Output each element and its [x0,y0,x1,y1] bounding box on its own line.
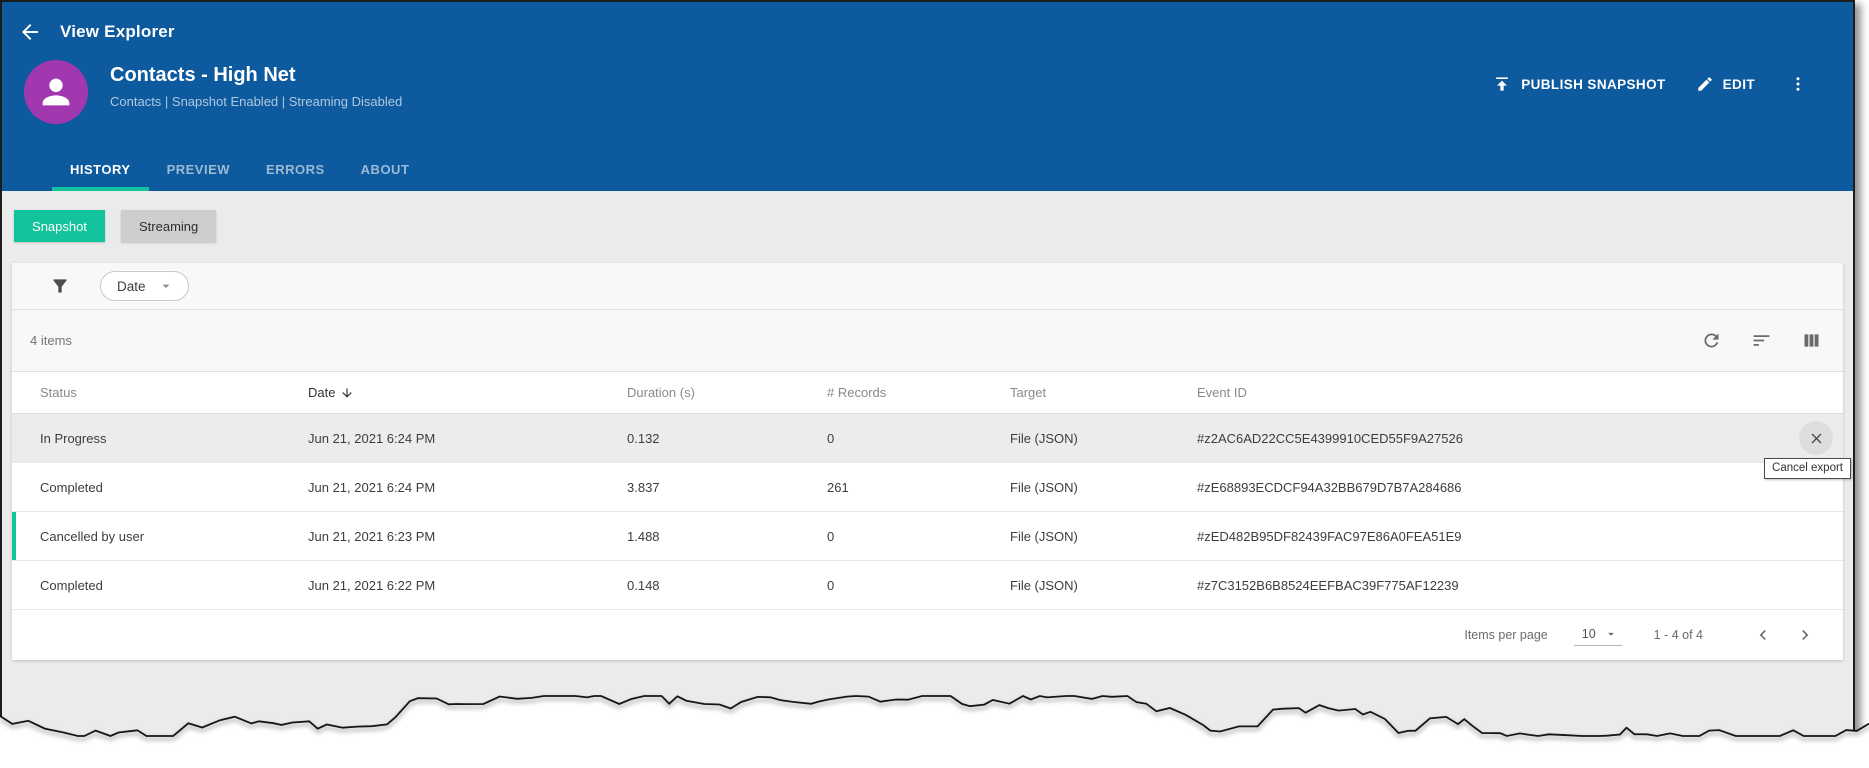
person-icon [42,78,70,106]
next-page-button[interactable] [1791,621,1819,649]
view-subtitle: Contacts | Snapshot Enabled | Streaming … [110,94,403,109]
app-title: View Explorer [60,22,175,41]
row-status: Completed [40,577,103,593]
edit-button[interactable]: EDIT [1686,69,1765,99]
row-date: Jun 21, 2021 6:22 PM [308,577,436,593]
table-body: In Progress Jun 21, 2021 6:24 PM 0.132 0… [12,414,1843,610]
table-tools [1699,329,1823,353]
items-count: 4 items [30,333,72,348]
table-row[interactable]: Cancelled by user Jun 21, 2021 6:23 PM 1… [12,512,1843,561]
avatar [24,60,88,124]
col-duration[interactable]: Duration (s) [627,385,695,400]
filter-bar: Date [12,263,1843,310]
row-status: In Progress [40,430,107,446]
table-row[interactable]: Completed Jun 21, 2021 6:24 PM 3.837 261… [12,463,1843,512]
items-per-page-select[interactable]: 10 [1573,625,1622,646]
date-filter-chip[interactable]: Date [100,271,189,301]
more-options-icon[interactable] [1775,69,1813,99]
view-summary: Contacts - High Net Contacts | Snapshot … [2,46,1853,124]
chevron-down-icon [162,284,169,288]
tab-history[interactable]: HISTORY [52,150,149,191]
row-records: 0 [827,430,835,446]
row-duration: 0.148 [627,577,660,593]
row-records: 0 [827,577,835,593]
col-date[interactable]: Date [308,385,627,400]
top-bar: View Explorer [2,2,1853,46]
row-target: File (JSON) [1010,430,1078,446]
row-date: Jun 21, 2021 6:23 PM [308,528,436,544]
pagination-range: 1 - 4 of 4 [1653,628,1703,642]
row-target: File (JSON) [1010,577,1078,593]
table-row[interactable]: In Progress Jun 21, 2021 6:24 PM 0.132 0… [12,414,1843,463]
col-event-id[interactable]: Event ID [1197,385,1247,400]
cancel-export-button[interactable] [1799,421,1833,455]
tab-errors[interactable]: ERRORS [266,162,325,177]
tab-preview[interactable]: PREVIEW [166,162,231,177]
row-event-id: #zED482B95DF82439FAC97E86A0FEA51E9 [1197,528,1462,544]
row-event-id: #z2AC6AD22CC5E4399910CED55F9A27526 [1197,430,1463,446]
chevron-down-icon [1607,632,1614,636]
header-actions: PUBLISH SNAPSHOT EDIT [1482,60,1813,100]
filter-funnel-icon[interactable] [50,276,70,296]
history-card: Date 4 items [12,263,1843,660]
row-target: File (JSON) [1010,479,1078,495]
sort-descending-icon [342,387,353,398]
main-content: Snapshot Streaming Date 4 items [2,191,1853,660]
back-arrow-icon[interactable] [16,18,44,46]
row-event-id: #zE68893ECDCF94A32BB679D7B7A284686 [1197,479,1462,495]
date-filter-label: Date [117,278,146,294]
application-window: View Explorer Contacts - High Net Contac… [0,0,1855,748]
items-bar: 4 items [12,310,1843,372]
items-per-page-value: 10 [1581,626,1596,641]
publish-icon [1496,77,1509,91]
row-date: Jun 21, 2021 6:24 PM [308,479,436,495]
row-status: Cancelled by user [40,528,145,544]
row-date: Jun 21, 2021 6:24 PM [308,430,436,446]
pagination: Items per page 10 1 - 4 of 4 [12,610,1843,660]
columns-icon[interactable] [1799,329,1823,353]
cancel-export-tooltip: Cancel export [1764,458,1851,479]
refresh-icon[interactable] [1699,329,1723,353]
streaming-button[interactable]: Streaming [121,210,217,242]
row-duration: 3.837 [627,479,660,495]
table-row[interactable]: Completed Jun 21, 2021 6:22 PM 0.148 0 F… [12,561,1843,610]
tab-bar: HISTORY PREVIEW ERRORS ABOUT [52,150,427,191]
chevron-left-icon [1759,630,1766,640]
publish-label: PUBLISH SNAPSHOT [1521,76,1666,92]
previous-page-button[interactable] [1749,621,1777,649]
row-status: Completed [40,479,103,495]
col-status[interactable]: Status [40,385,77,400]
row-duration: 0.132 [627,430,660,446]
view-heading: Contacts - High Net Contacts | Snapshot … [110,60,402,109]
row-records: 0 [827,528,835,544]
chevron-right-icon [1802,630,1809,640]
view-name: Contacts - High Net [110,64,296,86]
publish-snapshot-button[interactable]: PUBLISH SNAPSHOT [1482,68,1675,100]
snapshot-button[interactable]: Snapshot [14,210,105,242]
table-header: Status Date Duration (s) # Records Targe… [12,372,1843,414]
sort-icon[interactable] [1749,329,1773,353]
row-duration: 1.488 [627,528,660,544]
header: View Explorer Contacts - High Net Contac… [2,2,1853,191]
row-target: File (JSON) [1010,528,1078,544]
row-records: 261 [827,479,849,495]
col-target[interactable]: Target [1010,385,1047,400]
items-per-page-label: Items per page [1464,628,1548,642]
col-records[interactable]: # Records [827,385,887,400]
mode-toggle: Snapshot Streaming [2,191,1853,242]
close-icon [1811,433,1821,443]
row-event-id: #z7C3152B6B8524EEFBAC39F775AF12239 [1197,577,1459,593]
pencil-icon [1697,77,1712,91]
tab-about[interactable]: ABOUT [360,162,410,177]
edit-label: EDIT [1722,76,1755,92]
